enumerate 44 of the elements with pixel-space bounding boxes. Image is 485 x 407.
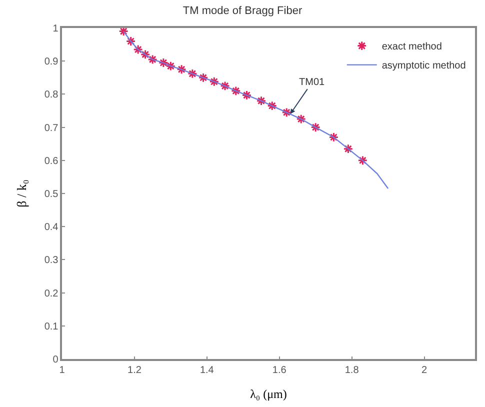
- y-axis-title: β / k₀: [14, 180, 29, 208]
- chart-title: TM mode of Bragg Fiber: [182, 4, 302, 17]
- y-tick-label: 0.5: [44, 189, 59, 200]
- y-tick-label: 0: [52, 354, 59, 366]
- point: [230, 86, 241, 96]
- legend-label: exact method: [382, 42, 442, 53]
- point: [209, 76, 220, 87]
- point: [328, 132, 339, 142]
- y-tick-label: 0.8: [44, 90, 59, 101]
- point: [118, 28, 129, 36]
- x-tick-label: 1.4: [200, 364, 214, 376]
- y-tick-label: 0.9: [44, 56, 59, 68]
- x-tick-label: 2: [422, 364, 428, 376]
- point: [133, 44, 144, 54]
- y-tick-label: 0.4: [44, 222, 59, 234]
- point: [267, 100, 278, 111]
- x-tick-label: 1.6: [272, 364, 287, 376]
- y-tick-label: 0.7: [44, 122, 59, 134]
- annotation: TM01: [299, 77, 325, 88]
- x-tick-label: 1.2: [128, 364, 142, 376]
- point: [242, 90, 252, 100]
- point: [282, 107, 292, 118]
- legend-label: asymptotic method: [382, 60, 466, 72]
- y-tick-label: 1: [52, 24, 59, 34]
- point: [256, 96, 266, 106]
- point: [310, 122, 321, 132]
- y-tick-label: 0.1: [44, 321, 59, 332]
- point: [158, 58, 168, 68]
- point: [148, 54, 158, 64]
- point: [126, 36, 136, 46]
- point: [296, 114, 306, 124]
- point: [176, 64, 186, 74]
- y-tick-label: 0.3: [44, 255, 59, 266]
- point: [343, 144, 354, 154]
- point: [166, 61, 176, 72]
- point: [140, 50, 150, 60]
- x-axis-title: λ₀ (μm): [250, 387, 287, 402]
- point: [187, 68, 198, 79]
- y-tick-label: 0.2: [44, 288, 59, 300]
- point: [220, 80, 230, 91]
- y-tick-label: 0.6: [44, 156, 59, 167]
- point: [358, 155, 368, 166]
- point: [198, 72, 208, 83]
- x-tick-label: 1.8: [344, 364, 360, 376]
